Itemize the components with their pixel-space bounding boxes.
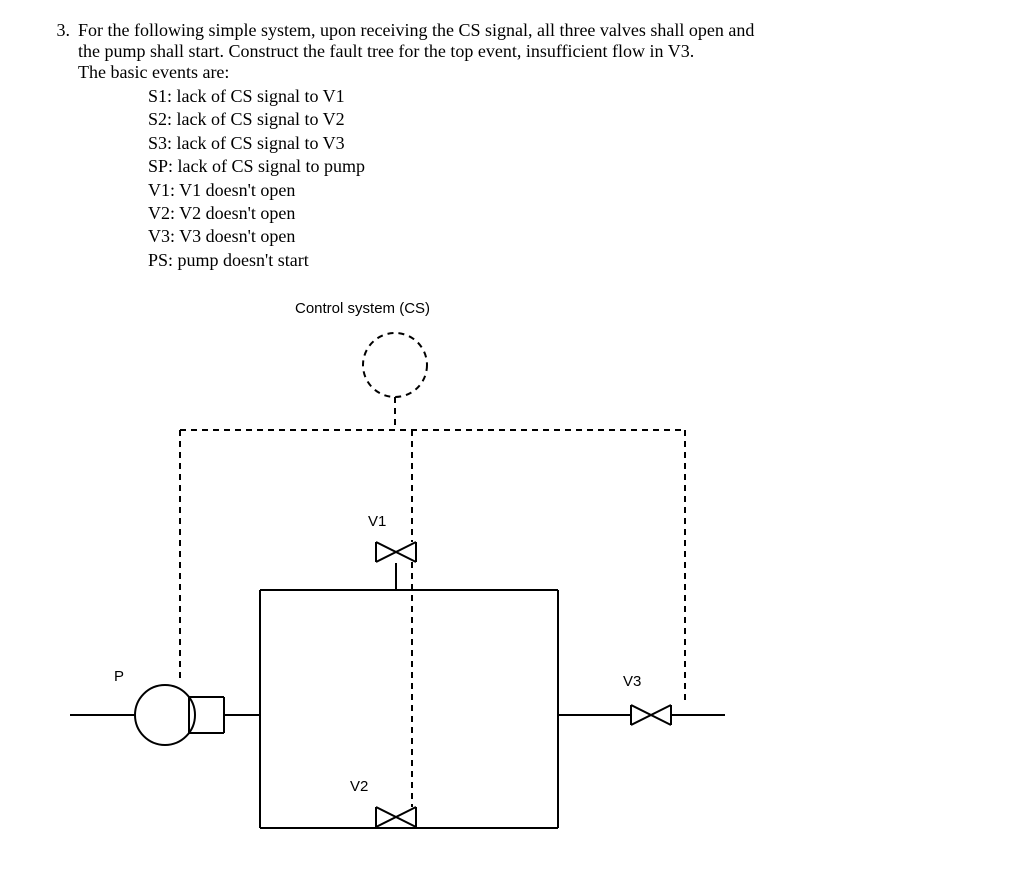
event-v1: V1: V1 doesn't open — [148, 179, 984, 202]
event-s2: S2: lack of CS signal to V2 — [148, 108, 984, 131]
question-block: 3. For the following simple system, upon… — [40, 20, 984, 272]
question-line-3: The basic events are: — [78, 62, 984, 83]
event-ps: PS: pump doesn't start — [148, 249, 984, 272]
v1-label: V1 — [368, 513, 386, 530]
event-v2: V2: V2 doesn't open — [148, 202, 984, 225]
v3-label: V3 — [623, 673, 641, 690]
v2-label: V2 — [350, 778, 368, 795]
events-list: S1: lack of CS signal to V1 S2: lack of … — [148, 85, 984, 272]
system-diagram: Control system (CS) V1 V2 V3 P — [70, 300, 770, 830]
diagram-svg — [70, 300, 770, 830]
p-label: P — [114, 668, 124, 685]
event-s3: S3: lack of CS signal to V3 — [148, 132, 984, 155]
question-line-1: For the following simple system, upon re… — [78, 20, 984, 41]
event-s1: S1: lack of CS signal to V1 — [148, 85, 984, 108]
question-text: For the following simple system, upon re… — [78, 20, 984, 272]
cs-label: Control system (CS) — [295, 300, 430, 317]
question-number: 3. — [40, 20, 78, 41]
event-sp: SP: lack of CS signal to pump — [148, 155, 984, 178]
question-line-2: the pump shall start. Construct the faul… — [78, 41, 984, 62]
event-v3: V3: V3 doesn't open — [148, 225, 984, 248]
